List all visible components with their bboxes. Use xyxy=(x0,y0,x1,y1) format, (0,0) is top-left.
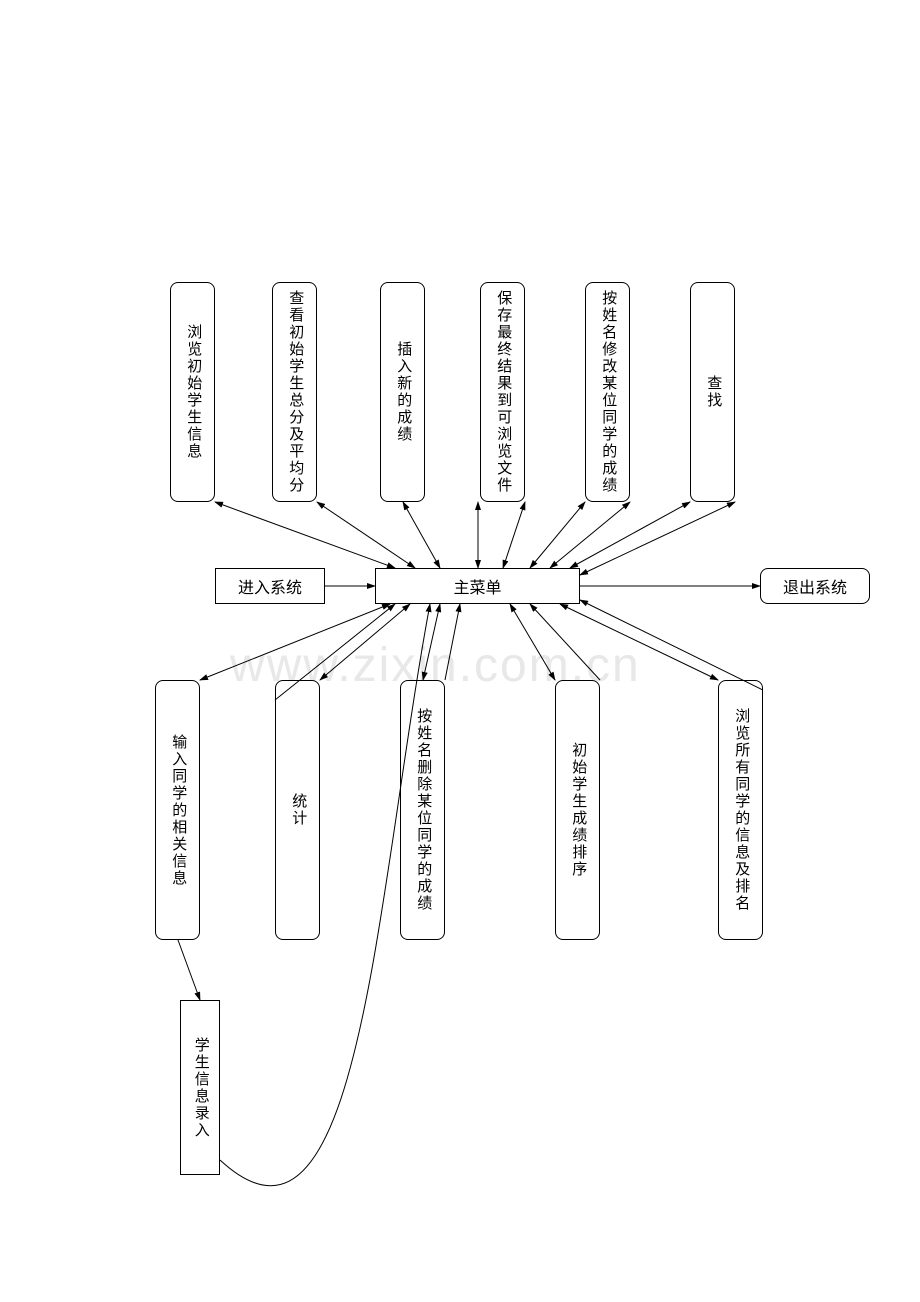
edge-bot5-main xyxy=(580,600,763,690)
node-top1: 浏览初始学生信息 xyxy=(170,282,215,502)
edge-main-bot3 xyxy=(423,604,440,680)
node-entry-label: 学生信息录入 xyxy=(190,1037,210,1139)
edge-main-top2 xyxy=(317,502,415,568)
edge-main-top1 xyxy=(215,502,395,568)
node-bot5: 浏览所有同学的信息及排名 xyxy=(718,680,763,940)
edges-layer xyxy=(0,0,920,1302)
edge-bot3-main xyxy=(445,604,460,680)
node-top3: 插入新的成绩 xyxy=(380,282,425,502)
node-top6: 查找 xyxy=(690,282,735,502)
node-top5-label: 按姓名修改某位同学的成绩 xyxy=(598,290,618,494)
node-enter: 进入系统 xyxy=(215,568,325,604)
edge-main-bot2 xyxy=(320,604,410,680)
edge-bot1-entry xyxy=(178,940,200,1000)
node-enter-label: 进入系统 xyxy=(238,574,302,598)
edge-top5-main xyxy=(550,502,630,568)
node-bot4-label: 初始学生成绩排序 xyxy=(568,742,588,878)
node-bot4: 初始学生成绩排序 xyxy=(555,680,600,940)
node-top2-label: 查看初始学生总分及平均分 xyxy=(285,290,305,494)
node-top5: 按姓名修改某位同学的成绩 xyxy=(585,282,630,502)
node-top6-label: 查找 xyxy=(703,375,723,409)
node-bot3-label: 按姓名删除某位同学的成绩 xyxy=(413,708,433,912)
edge-main-bot1 xyxy=(200,604,390,680)
node-bot3: 按姓名删除某位同学的成绩 xyxy=(400,680,445,940)
edge-bot4-main xyxy=(530,604,600,680)
node-entry: 学生信息录入 xyxy=(180,1000,220,1175)
node-top2: 查看初始学生总分及平均分 xyxy=(272,282,317,502)
node-bot2-label: 统计 xyxy=(288,793,308,827)
edge-top4-main xyxy=(503,502,525,568)
node-exit: 退出系统 xyxy=(760,568,870,604)
node-bot1: 输入同学的相关信息 xyxy=(155,680,200,940)
node-bot2: 统计 xyxy=(275,680,320,940)
edge-top6-main xyxy=(580,502,735,575)
node-bot5-label: 浏览所有同学的信息及排名 xyxy=(731,708,751,912)
node-top4-label: 保存最终结果到可浏览文件 xyxy=(493,290,513,494)
flowchart-stage: www.zixin.com.cn 浏览初始学生信息查看初始学生总分及平均分插入新… xyxy=(0,0,920,1302)
edge-main-top5 xyxy=(530,502,585,568)
edge-main-top6 xyxy=(570,502,690,568)
node-exit-label: 退出系统 xyxy=(783,574,847,598)
edge-main-bot5 xyxy=(560,604,718,680)
node-top4: 保存最终结果到可浏览文件 xyxy=(480,282,525,502)
edge-main-bot4 xyxy=(510,604,555,680)
edge-entry-main xyxy=(220,604,430,1186)
node-main: 主菜单 xyxy=(375,568,580,604)
node-top1-label: 浏览初始学生信息 xyxy=(183,324,203,460)
node-main-label: 主菜单 xyxy=(453,574,501,598)
edge-main-top3 xyxy=(403,502,440,568)
node-top3-label: 插入新的成绩 xyxy=(393,341,413,443)
node-bot1-label: 输入同学的相关信息 xyxy=(168,734,188,887)
